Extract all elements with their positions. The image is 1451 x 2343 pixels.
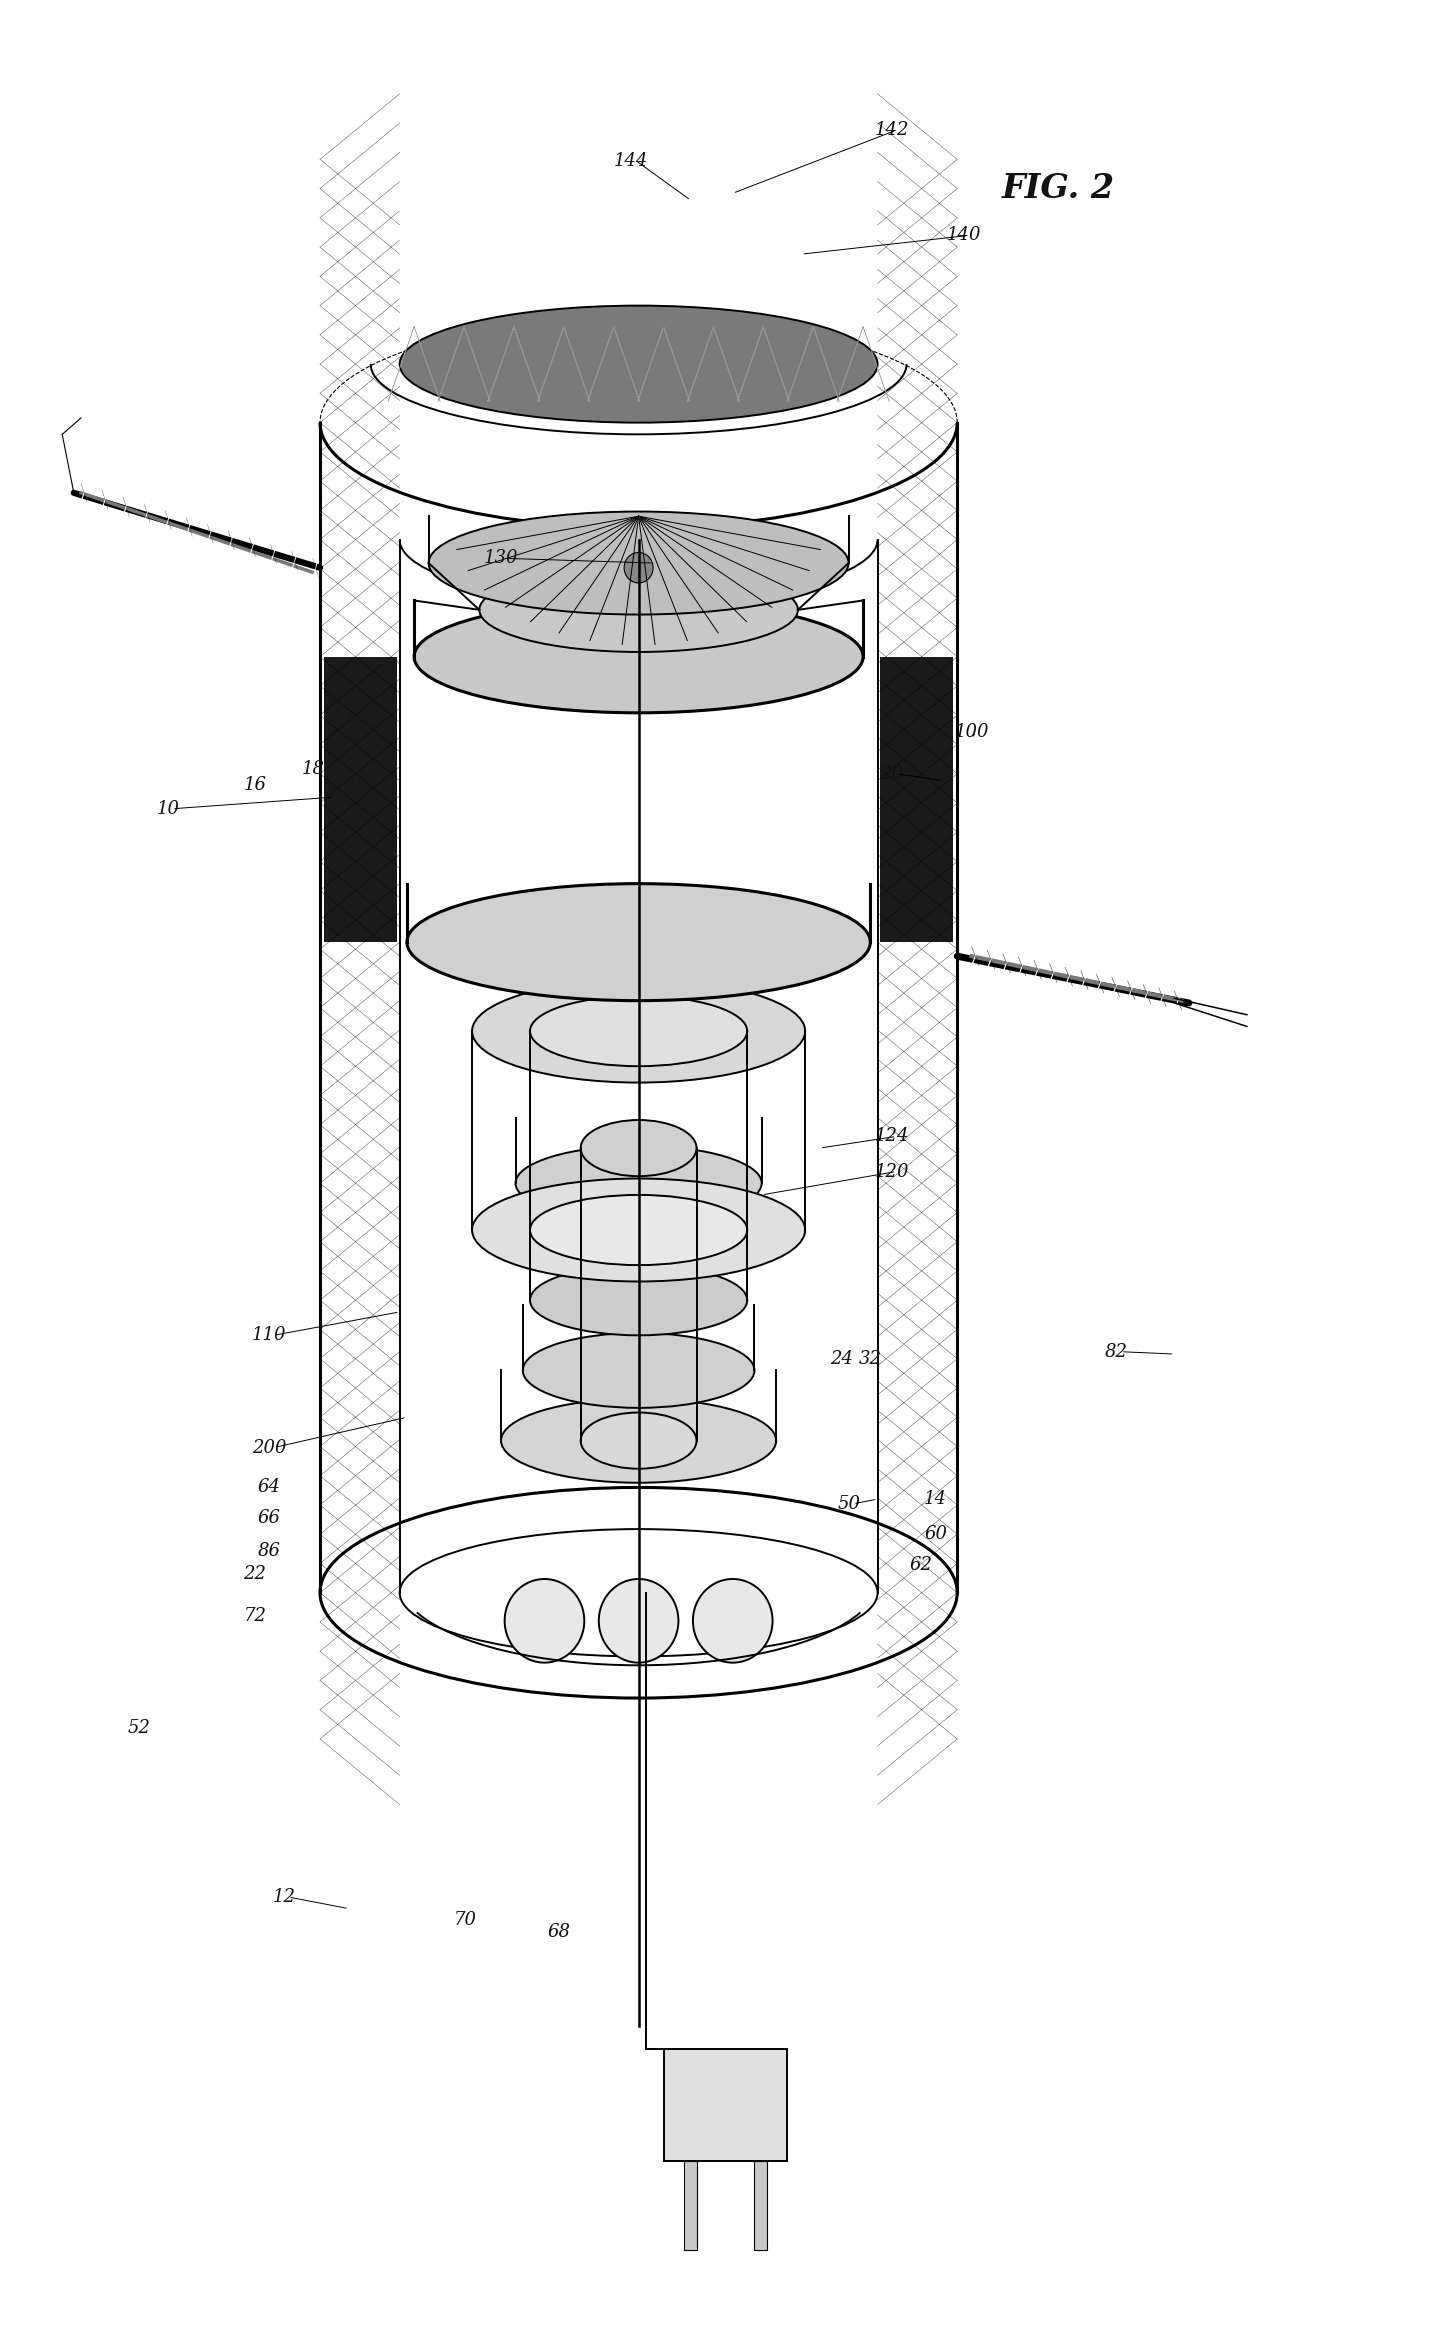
Ellipse shape bbox=[580, 1120, 696, 1176]
Text: 110: 110 bbox=[252, 1326, 286, 1345]
Ellipse shape bbox=[472, 979, 805, 1082]
Text: 52: 52 bbox=[128, 1720, 151, 1739]
Ellipse shape bbox=[515, 1146, 762, 1221]
Text: 12: 12 bbox=[273, 1888, 296, 1905]
Ellipse shape bbox=[505, 1579, 585, 1664]
Bar bbox=[753, 2160, 766, 2249]
Text: 144: 144 bbox=[614, 152, 649, 169]
Ellipse shape bbox=[624, 553, 653, 583]
Text: 200: 200 bbox=[252, 1439, 286, 1457]
Text: 60: 60 bbox=[924, 1525, 948, 1544]
Text: 120: 120 bbox=[875, 1162, 910, 1181]
Text: 124: 124 bbox=[875, 1127, 910, 1146]
Text: 10: 10 bbox=[157, 799, 180, 818]
Text: 100: 100 bbox=[955, 722, 990, 740]
Text: 142: 142 bbox=[875, 122, 910, 138]
Ellipse shape bbox=[414, 600, 863, 712]
Ellipse shape bbox=[599, 1579, 679, 1664]
Ellipse shape bbox=[530, 1207, 747, 1277]
Ellipse shape bbox=[694, 1579, 772, 1664]
Text: 50: 50 bbox=[837, 1495, 860, 1514]
Ellipse shape bbox=[501, 1399, 776, 1483]
Text: 70: 70 bbox=[453, 1912, 476, 1928]
Ellipse shape bbox=[522, 1333, 755, 1408]
Text: 20: 20 bbox=[881, 764, 904, 783]
Bar bbox=[685, 2160, 698, 2249]
Ellipse shape bbox=[479, 567, 798, 651]
Text: 62: 62 bbox=[910, 1556, 933, 1574]
Text: 16: 16 bbox=[244, 776, 267, 794]
Text: 140: 140 bbox=[948, 227, 982, 244]
Text: 82: 82 bbox=[1106, 1343, 1127, 1361]
Text: 24: 24 bbox=[830, 1350, 853, 1368]
Text: 68: 68 bbox=[547, 1924, 570, 1940]
Text: 130: 130 bbox=[483, 548, 518, 567]
Bar bbox=[665, 2050, 786, 2160]
Text: 14: 14 bbox=[924, 1490, 948, 1509]
Bar bbox=[881, 656, 953, 942]
Text: 32: 32 bbox=[859, 1350, 882, 1368]
Ellipse shape bbox=[530, 1265, 747, 1336]
Ellipse shape bbox=[399, 305, 878, 422]
Text: 64: 64 bbox=[258, 1478, 281, 1497]
Ellipse shape bbox=[530, 1195, 747, 1265]
Ellipse shape bbox=[428, 511, 849, 614]
Text: 66: 66 bbox=[258, 1509, 281, 1528]
Text: 18: 18 bbox=[302, 759, 324, 778]
Ellipse shape bbox=[472, 1179, 805, 1282]
Text: 72: 72 bbox=[244, 1607, 267, 1626]
Bar bbox=[325, 656, 396, 942]
Text: FIG. 2: FIG. 2 bbox=[1003, 171, 1116, 206]
Text: 22: 22 bbox=[244, 1565, 267, 1584]
Ellipse shape bbox=[580, 1413, 696, 1469]
Ellipse shape bbox=[406, 883, 871, 1000]
Text: 86: 86 bbox=[258, 1542, 281, 1560]
Ellipse shape bbox=[530, 996, 747, 1066]
